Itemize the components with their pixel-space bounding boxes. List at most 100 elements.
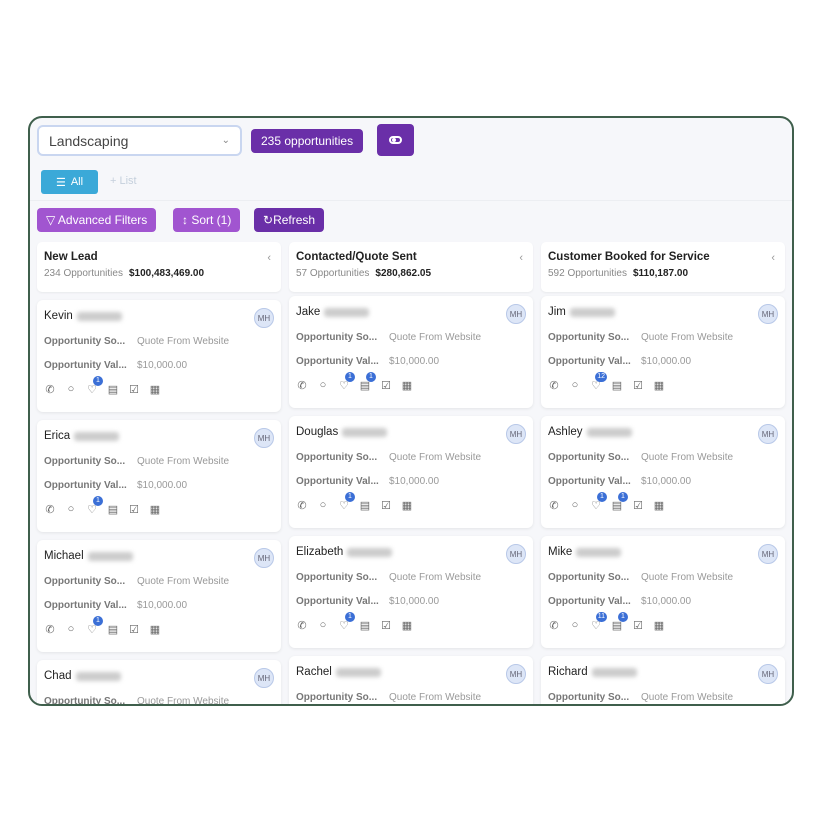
advanced-filters-button[interactable]: ▽ Advanced Filters [37,208,157,232]
calendar-icon[interactable]: ▦ [653,619,665,632]
opportunity-card[interactable]: Rachel MH Opportunity So... Quote From We… [289,656,533,704]
chat-icon[interactable]: ○ [571,379,579,391]
phone-icon[interactable]: ✆ [297,379,307,392]
tag-icon[interactable]: ♡ 1 [338,492,355,512]
note-icon[interactable]: ▤ [611,379,623,392]
contact-name: Kevin [44,310,73,322]
task-icon[interactable]: ☑ [129,503,139,516]
task-icon[interactable]: ☑ [381,499,391,512]
phone-icon[interactable]: ✆ [549,499,559,512]
value-label: Opportunity Val... [548,596,631,607]
task-icon[interactable]: ☑ [129,623,139,636]
pipeline-select[interactable]: Landscaping ⌄ [37,125,242,156]
chat-icon[interactable]: ○ [319,619,327,631]
blurred-surname [342,427,388,437]
task-icon[interactable]: ☑ [129,383,139,396]
opportunity-card[interactable]: Kevin MH Opportunity So... Quote From Web… [37,300,281,412]
source-label: Opportunity So... [548,572,630,583]
note-icon[interactable]: ▤ [107,383,119,396]
opportunity-card[interactable]: Mike MH Opportunity So... Quote From Webs… [541,536,785,648]
value-value: $10,000.00 [389,596,440,607]
calendar-icon[interactable]: ▦ [401,499,413,512]
source-value: Quote From Website [641,692,734,703]
collapse-icon[interactable]: ‹ [267,252,271,264]
tag-icon[interactable]: ♡ 11 [591,612,607,632]
sort-button[interactable]: ↕ Sort (1) [173,208,241,232]
chat-icon[interactable]: ○ [571,499,579,511]
source-label: Opportunity So... [296,692,378,703]
calendar-icon[interactable]: ▦ [401,379,413,392]
count-badge: 11 [595,612,607,622]
add-list-button[interactable]: + List [110,175,137,187]
app-window: Landscaping ⌄ 235 opportunities ☰ All + Li… [28,116,794,706]
count-badge: 12 [595,372,607,382]
sort-label: Sort (1) [191,213,232,227]
opportunity-card[interactable]: Jake MH Opportunity So... Quote From Webs… [289,296,533,408]
tag-icon[interactable]: ♡ 12 [591,372,607,392]
opportunity-card[interactable]: Elizabeth MH Opportunity So... Quote From… [289,536,533,648]
chat-icon[interactable]: ○ [319,379,327,391]
phone-icon[interactable]: ✆ [297,619,307,632]
opportunity-count-badge[interactable]: 235 opportunities [251,129,364,153]
chat-icon[interactable]: ○ [67,383,75,395]
tag-icon[interactable]: ♡ 1 [590,492,607,512]
calendar-icon[interactable]: ▦ [149,503,161,516]
phone-icon[interactable]: ✆ [45,383,55,396]
opportunity-card[interactable]: Chad MH Opportunity So... Quote From Webs… [37,660,281,706]
note-icon[interactable]: ▤ [107,623,119,636]
task-icon[interactable]: ☑ [381,379,391,392]
avatar: MH [506,424,526,444]
chat-icon[interactable]: ○ [67,503,75,515]
phone-icon[interactable]: ✆ [297,499,307,512]
calendar-icon[interactable]: ▦ [653,499,665,512]
note-icon[interactable]: ▤ 1 [359,372,376,392]
phone-icon[interactable]: ✆ [45,623,55,636]
calendar-icon[interactable]: ▦ [149,383,161,396]
chat-icon[interactable]: ○ [571,619,579,631]
opportunity-card[interactable]: Michael MH Opportunity So... Quote From W… [37,540,281,652]
source-label: Opportunity So... [44,696,126,706]
task-icon[interactable]: ☑ [381,619,391,632]
opportunity-card[interactable]: Erica MH Opportunity So... Quote From Web… [37,420,281,532]
tag-icon[interactable]: ♡ 1 [338,372,355,392]
phone-icon[interactable]: ✆ [549,379,559,392]
chat-icon[interactable]: ○ [319,499,327,511]
phone-icon[interactable]: ✆ [45,503,55,516]
value-value: $10,000.00 [641,596,692,607]
note-icon[interactable]: ▤ 1 [611,612,628,632]
calendar-icon[interactable]: ▦ [401,619,413,632]
opportunity-card[interactable]: Richard MH Opportunity So... Quote From W… [541,656,785,704]
contact-name: Chad [44,670,72,682]
count-badge: 1 [618,612,628,622]
opportunity-card[interactable]: Ashley MH Opportunity So... Quote From We… [541,416,785,528]
tag-icon[interactable]: ♡ 1 [86,496,103,516]
tab-all[interactable]: ☰ All [41,170,98,194]
tag-icon[interactable]: ♡ 1 [86,616,103,636]
collapse-icon[interactable]: ‹ [771,252,775,264]
source-value: Quote From Website [137,696,230,706]
note-icon[interactable]: ▤ [107,503,119,516]
task-icon[interactable]: ☑ [633,379,643,392]
opportunity-card[interactable]: Douglas MH Opportunity So... Quote From W… [289,416,533,528]
source-label: Opportunity So... [296,452,378,463]
pipeline-value: Landscaping [49,132,129,149]
phone-icon[interactable]: ✆ [549,619,559,632]
view-toggle-button[interactable] [377,124,414,156]
note-icon[interactable]: ▤ [359,499,371,512]
tag-icon[interactable]: ♡ 1 [86,376,103,396]
note-icon[interactable]: ▤ 1 [611,492,628,512]
column-title: Customer Booked for Service [548,251,710,263]
collapse-icon[interactable]: ‹ [519,252,523,264]
chat-icon[interactable]: ○ [67,623,75,635]
calendar-icon[interactable]: ▦ [653,379,665,392]
calendar-icon[interactable]: ▦ [149,623,161,636]
refresh-button[interactable]: ↻Refresh [254,208,325,232]
task-icon[interactable]: ☑ [633,619,643,632]
note-icon[interactable]: ▤ [359,619,371,632]
source-value: Quote From Website [641,572,734,583]
advanced-filters-label: Advanced Filters [57,213,148,227]
tag-icon[interactable]: ♡ 1 [338,612,355,632]
column-total: $110,187.00 [632,268,689,279]
opportunity-card[interactable]: Jim MH Opportunity So... Quote From Websi… [541,296,785,408]
task-icon[interactable]: ☑ [633,499,643,512]
